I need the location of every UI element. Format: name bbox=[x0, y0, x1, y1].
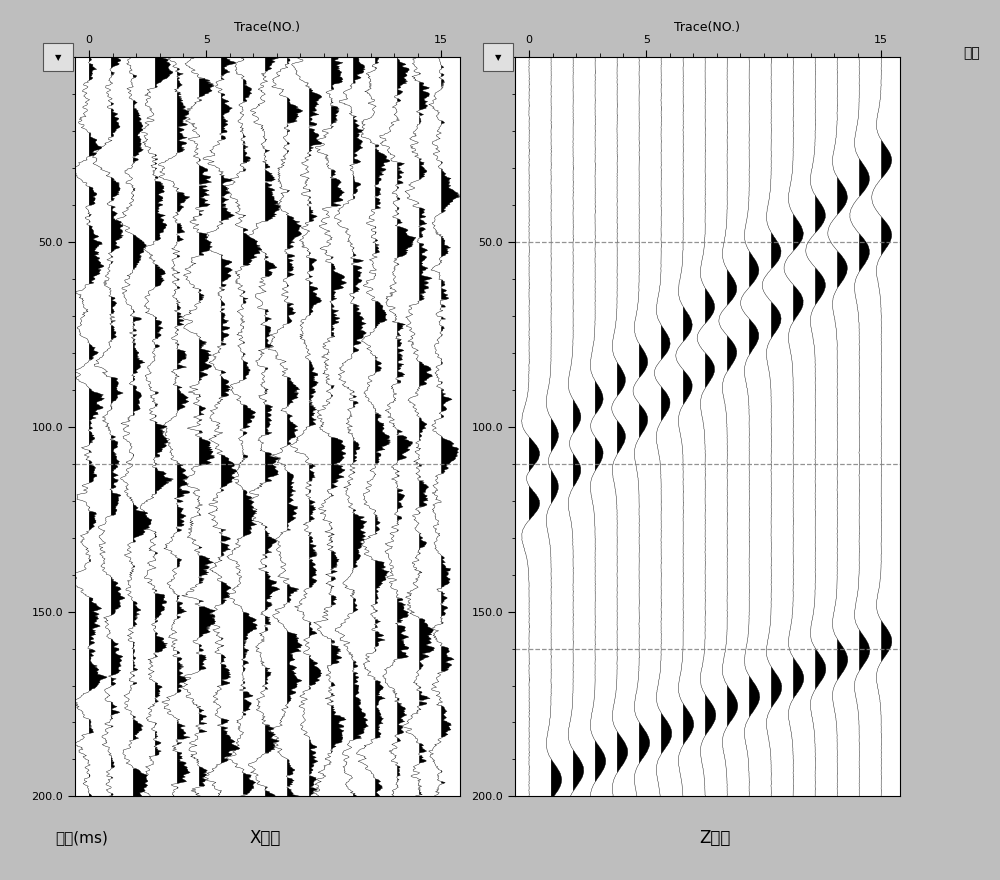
Text: 道数: 道数 bbox=[963, 46, 980, 60]
Text: X分量: X分量 bbox=[249, 829, 281, 847]
Text: Z分量: Z分量 bbox=[699, 829, 731, 847]
Text: ▼: ▼ bbox=[495, 53, 501, 62]
Text: ▼: ▼ bbox=[55, 53, 61, 62]
Text: 时间(ms): 时间(ms) bbox=[55, 830, 108, 846]
X-axis label: Trace(NO.): Trace(NO.) bbox=[234, 21, 300, 34]
X-axis label: Trace(NO.): Trace(NO.) bbox=[674, 21, 740, 34]
